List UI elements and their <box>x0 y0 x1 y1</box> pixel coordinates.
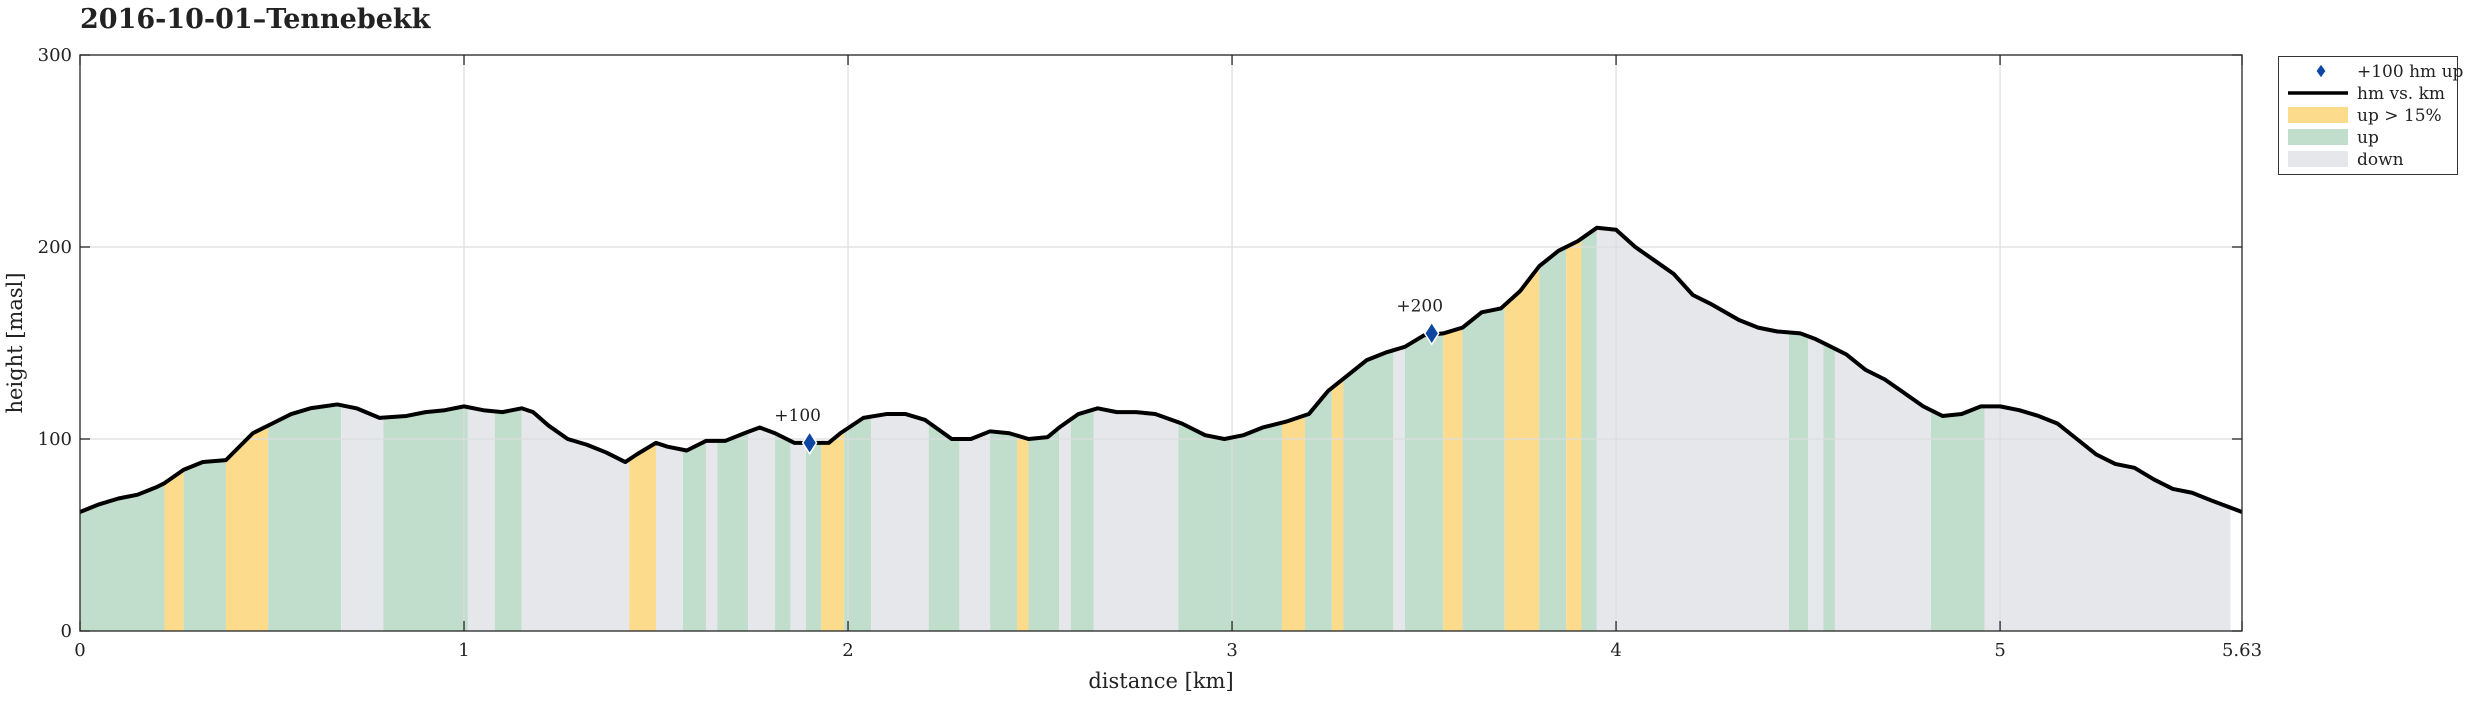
band-up <box>1070 409 1094 631</box>
band-down <box>521 408 630 631</box>
y-tick-label: 100 <box>38 429 72 450</box>
band-up <box>682 440 706 631</box>
band-down <box>790 440 806 631</box>
up-swatch-icon <box>2288 129 2348 145</box>
band-up <box>183 460 226 631</box>
x-tick-label: 2 <box>842 640 853 661</box>
shading-bands <box>80 227 2231 632</box>
band-steep-up <box>1016 435 1029 631</box>
x-tick-label: 3 <box>1226 640 1237 661</box>
band-steep-up <box>1281 415 1306 631</box>
legend-label-steep-up: up > 15% <box>2357 106 2442 126</box>
x-tick-label: 1 <box>458 640 469 661</box>
band-up <box>268 404 342 631</box>
legend-item-line: hm vs. km <box>2279 83 2457 104</box>
elevation-line-group <box>79 225 2243 514</box>
band-up <box>1823 343 1835 631</box>
band-down <box>467 407 495 631</box>
x-axis-label: distance [km] <box>1088 669 1233 693</box>
legend-item-up: up <box>2279 127 2457 148</box>
down-swatch-icon <box>2288 151 2348 167</box>
y-tick-label: 0 <box>61 621 72 642</box>
x-tick-label: 5.63 <box>2222 640 2262 661</box>
legend-item-marker: +100 hm up <box>2279 61 2463 82</box>
band-down <box>871 414 929 631</box>
plot-frame <box>79 54 2243 632</box>
band-down <box>1808 336 1824 631</box>
band-up <box>775 433 791 631</box>
tick-labels-group: 0 1 2 3 4 5 5.63 0 100 200 300 <box>38 45 2262 661</box>
band-up <box>928 422 960 631</box>
y-tick-label: 300 <box>38 45 72 66</box>
band-up <box>1404 333 1444 631</box>
marker-diamond-2 <box>1423 321 1440 346</box>
y-axis-label: height [masl] <box>3 272 27 413</box>
x-tick-label: 4 <box>1610 640 1621 661</box>
legend-label-marker: +100 hm up <box>2357 62 2464 82</box>
band-up <box>805 442 822 631</box>
band-up <box>1178 422 1282 631</box>
band-steep-up <box>1566 238 1582 631</box>
y-tick-label: 200 <box>38 237 72 258</box>
band-steep-up <box>164 469 184 631</box>
band-down <box>1834 348 1931 631</box>
diamond-marker-icon <box>2315 63 2327 79</box>
band-steep-up <box>821 430 845 631</box>
band-up <box>1462 304 1505 631</box>
band-down <box>959 431 991 631</box>
band-up <box>1788 332 1809 631</box>
x-tick-label: 0 <box>74 640 85 661</box>
band-down <box>1093 408 1179 631</box>
band-steep-up <box>225 425 269 631</box>
band-steep-up <box>1331 378 1344 631</box>
chart-title: 2016-10-01–Tennebekk <box>80 4 431 35</box>
band-down <box>1984 406 2231 631</box>
band-down <box>705 440 718 631</box>
marker-diamond-1 <box>801 430 818 456</box>
band-up <box>717 431 749 631</box>
legend-item-down: down <box>2279 149 2457 170</box>
band-up <box>1343 350 1394 631</box>
axes-group <box>79 54 2243 632</box>
band-up <box>80 483 165 631</box>
elevation-line <box>79 225 2243 514</box>
band-up <box>1930 406 1985 631</box>
legend-label-down: down <box>2357 150 2404 170</box>
band-up <box>383 406 468 631</box>
steep-up-swatch-icon <box>2288 107 2348 123</box>
band-down <box>1596 227 1789 632</box>
band-down <box>341 405 384 631</box>
band-up <box>1581 227 1597 632</box>
legend-label-up: up <box>2357 128 2379 148</box>
band-up <box>1028 427 1060 631</box>
band-up <box>990 431 1017 631</box>
band-steep-up <box>629 442 657 631</box>
band-down <box>1059 419 1071 631</box>
x-tick-label: 5 <box>1994 640 2005 661</box>
band-steep-up <box>1443 327 1463 631</box>
band-steep-up <box>1504 266 1540 631</box>
band-up <box>1305 387 1332 631</box>
line-swatch-icon <box>2288 91 2348 95</box>
marker-label-2: +200 <box>1396 296 1443 316</box>
legend: +100 hm up hm vs. km up > 15% up down <box>2278 56 2463 175</box>
band-up <box>494 408 522 631</box>
marker-label-1: +100 <box>774 406 821 426</box>
band-up <box>844 416 872 631</box>
legend-label-line: hm vs. km <box>2357 84 2446 104</box>
band-down <box>656 442 683 631</box>
legend-item-steep-up: up > 15% <box>2279 105 2457 126</box>
band-down <box>1393 346 1405 631</box>
markers-group: +100 +200 <box>774 296 1443 456</box>
band-down <box>748 427 776 631</box>
